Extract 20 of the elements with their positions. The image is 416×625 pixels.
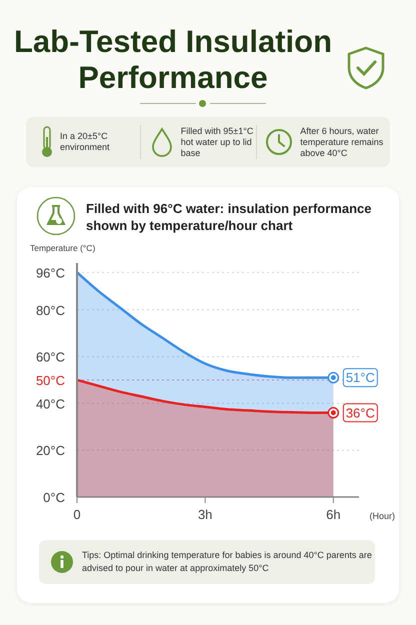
x-tick-label: 6h xyxy=(326,507,341,522)
data-label: 51°C xyxy=(346,370,375,386)
y-tick-label: 80°C xyxy=(36,302,65,318)
data-label: 36°C xyxy=(346,405,375,420)
y-axis-title: Temperature (°C) xyxy=(30,243,96,253)
chart-title: Lab-Tested Insulation Performance xyxy=(12,24,334,96)
x-tick-label: 0 xyxy=(73,507,81,522)
text: In a 20±5°C environment xyxy=(60,131,111,153)
y-tick-label: 60°C xyxy=(36,350,65,365)
y-tick-label: 20°C xyxy=(36,443,65,458)
x-tick-label: 3h xyxy=(198,507,212,522)
chart-subtitle: Filled with 96°C water: insulation performance shown by temperature/hour chart xyxy=(86,200,372,234)
y-tick-label: 50°C xyxy=(36,373,65,388)
text: Tips: Optimal drinking temperature for babies is around 40°C parents are advised to pour in water at approximately 50°C xyxy=(82,549,372,575)
y-tick-label: 96°C xyxy=(36,265,65,280)
text: After 6 hours, water temperature remains above 40°C xyxy=(300,126,384,158)
y-tick-label: 40°C xyxy=(36,396,65,412)
y-tick-label: 0°C xyxy=(43,490,65,505)
text: Filled with 95±1°C hot water up to lid base xyxy=(180,126,254,158)
x-axis-title: (Hour) xyxy=(369,511,395,521)
